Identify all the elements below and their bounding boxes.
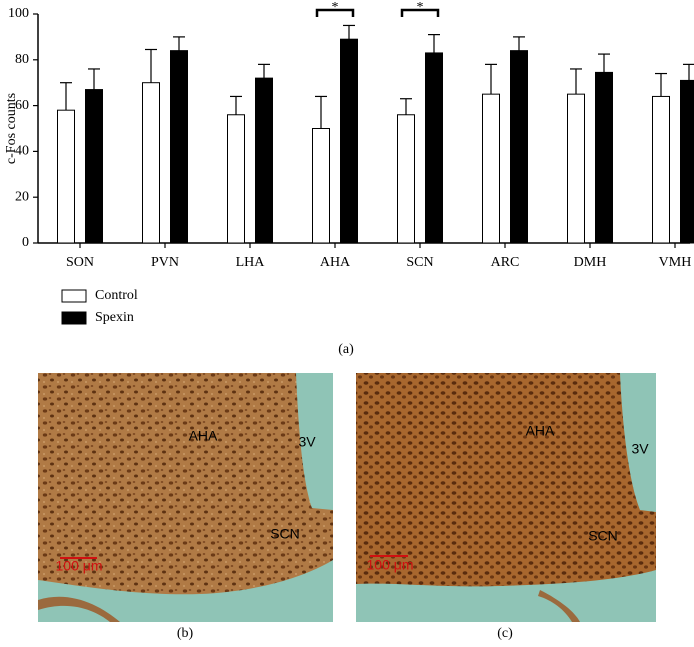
x-tick-label: AHA — [320, 255, 351, 270]
significance-label: * — [332, 0, 339, 15]
x-tick-label: VMH — [659, 255, 692, 270]
scale-bar-label: 100 μm — [367, 557, 414, 573]
micrograph — [38, 373, 333, 622]
scale-bar-label: 100 μm — [56, 558, 103, 574]
significance-bracket — [400, 8, 440, 17]
micrograph — [356, 373, 656, 622]
legend-label: Control — [95, 288, 138, 303]
bar — [85, 89, 103, 244]
bar — [595, 71, 613, 244]
region-label: SCN — [588, 528, 618, 544]
region-label: SCN — [270, 526, 300, 542]
y-tick-label: 0 — [22, 235, 29, 250]
bar — [312, 128, 330, 244]
legend-swatch — [61, 289, 87, 303]
bar — [142, 82, 160, 244]
y-tick-label: 20 — [15, 189, 29, 204]
x-tick-label: SCN — [406, 255, 433, 270]
bar — [510, 50, 528, 244]
region-label: AHA — [526, 423, 555, 439]
panel-label: (b) — [177, 626, 194, 641]
x-tick-label: PVN — [151, 255, 179, 270]
bar — [397, 114, 415, 244]
y-axis-label: c-Fos counts — [4, 93, 19, 164]
y-tick-label: 100 — [8, 6, 29, 21]
region-label: 3V — [631, 441, 649, 457]
significance-label: * — [417, 0, 424, 15]
bar — [425, 52, 443, 244]
bar — [255, 77, 273, 244]
bar — [482, 93, 500, 244]
bar — [680, 79, 694, 244]
x-tick-label: SON — [66, 255, 94, 270]
bar — [170, 50, 188, 244]
panel-label: (c) — [497, 626, 513, 641]
region-label: 3V — [298, 434, 316, 450]
x-tick-label: LHA — [236, 255, 266, 270]
panel-label: (a) — [338, 342, 354, 357]
bar — [227, 114, 245, 244]
region-label: AHA — [189, 428, 218, 444]
legend-label: Spexin — [95, 310, 134, 325]
y-tick-label: 80 — [15, 52, 29, 67]
bar — [340, 38, 358, 244]
y-tick-label: 60 — [15, 98, 29, 113]
x-tick-label: ARC — [491, 255, 520, 270]
bar — [567, 93, 585, 244]
x-tick-label: DMH — [574, 255, 607, 270]
legend-swatch — [61, 311, 87, 325]
bar — [652, 95, 670, 244]
y-tick-label: 40 — [15, 144, 29, 159]
significance-bracket — [315, 8, 355, 17]
bar — [57, 109, 75, 244]
